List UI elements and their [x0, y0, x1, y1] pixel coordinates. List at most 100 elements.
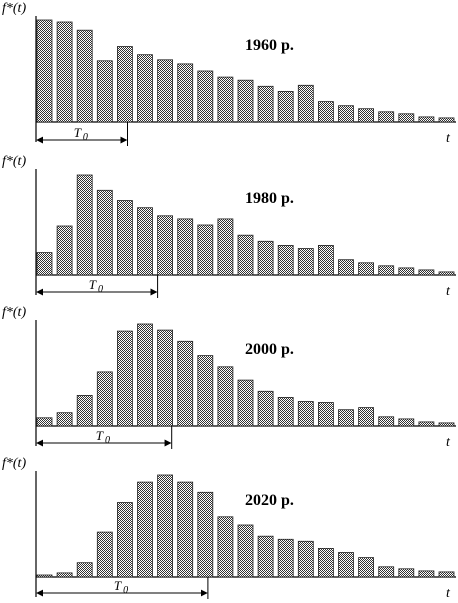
bar: [358, 108, 375, 123]
x-axis-label: t: [446, 586, 451, 601]
bar: [237, 379, 254, 427]
panel-title: 1960 р.: [245, 37, 294, 54]
y-axis-label: f*(t): [2, 154, 26, 169]
panel-title: 1980 р.: [245, 190, 294, 207]
bar: [398, 568, 415, 578]
bar: [378, 265, 395, 276]
bar: [117, 330, 133, 427]
bar: [36, 19, 53, 123]
bar: [418, 570, 435, 578]
bar: [197, 70, 214, 123]
x-axis-label: t: [446, 435, 451, 450]
bar: [36, 574, 53, 578]
panel-2: f*(t) 2000 р. t T 0: [2, 305, 456, 450]
panel-title: 2000 р.: [245, 341, 294, 358]
bar: [378, 111, 395, 123]
bar: [338, 552, 354, 578]
bar: [317, 548, 334, 578]
bar: [137, 323, 153, 427]
bar: [137, 207, 153, 276]
bar: [217, 76, 234, 123]
bar: [297, 540, 314, 578]
bar: [96, 189, 113, 276]
bar: [277, 91, 294, 123]
bar: [418, 421, 435, 427]
bar: [438, 271, 455, 276]
bar: [157, 59, 174, 123]
y-axis-label: f*(t): [2, 1, 26, 16]
bar: [418, 269, 435, 276]
bar: [217, 366, 234, 427]
bar: [96, 371, 113, 427]
bar: [257, 390, 274, 427]
panel-1: f*(t) 1980 р. t T 0: [2, 154, 456, 299]
bar: [36, 417, 53, 427]
bar: [56, 572, 73, 578]
bar: [317, 244, 334, 276]
bar: [317, 101, 334, 123]
bar: [117, 200, 133, 276]
x-axis-label: t: [446, 284, 451, 299]
panel-3: f*(t) 2020 р. t T 0: [2, 456, 456, 601]
bar: [338, 409, 354, 427]
bar: [277, 538, 294, 578]
bar: [438, 571, 455, 578]
bar: [117, 502, 133, 578]
bar: [217, 218, 234, 276]
bar: [237, 79, 254, 123]
bar: [177, 218, 194, 276]
bar: [237, 234, 254, 276]
bar: [338, 105, 354, 123]
bar: [117, 46, 133, 123]
bar: [378, 416, 395, 427]
bar: [76, 562, 93, 578]
bar: [358, 262, 375, 276]
bar: [297, 401, 314, 427]
bar: [277, 244, 294, 276]
bar: [157, 329, 174, 427]
bar: [257, 535, 274, 578]
y-axis-label: f*(t): [2, 456, 26, 471]
bar: [197, 491, 214, 578]
bar: [96, 60, 113, 123]
y-axis-label: f*(t): [2, 305, 26, 320]
panel-0: f*(t) 1960 р. t T 0: [2, 1, 456, 146]
bar: [358, 407, 375, 427]
bar: [76, 174, 93, 276]
bar: [36, 252, 53, 276]
bar: [197, 224, 214, 276]
bar: [277, 396, 294, 427]
bar: [257, 240, 274, 276]
bar: [398, 418, 415, 427]
bar: [338, 259, 354, 276]
bar: [398, 113, 415, 123]
bar: [358, 557, 375, 578]
bar: [297, 248, 314, 276]
bar: [257, 85, 274, 123]
bar: [317, 402, 334, 427]
bar: [217, 516, 234, 578]
bar: [56, 412, 73, 427]
bar: [137, 54, 153, 123]
bar: [197, 355, 214, 427]
bar: [137, 481, 153, 578]
bar: [177, 340, 194, 427]
bar: [418, 116, 435, 123]
bar: [237, 524, 254, 578]
bar: [177, 63, 194, 123]
bar: [76, 394, 93, 427]
bar: [297, 84, 314, 123]
bar: [398, 267, 415, 276]
bar: [157, 474, 174, 578]
x-axis-label: t: [446, 131, 451, 146]
bar: [76, 29, 93, 123]
bar: [177, 481, 194, 578]
panel-title: 2020 р.: [245, 492, 294, 509]
bar: [56, 21, 73, 123]
